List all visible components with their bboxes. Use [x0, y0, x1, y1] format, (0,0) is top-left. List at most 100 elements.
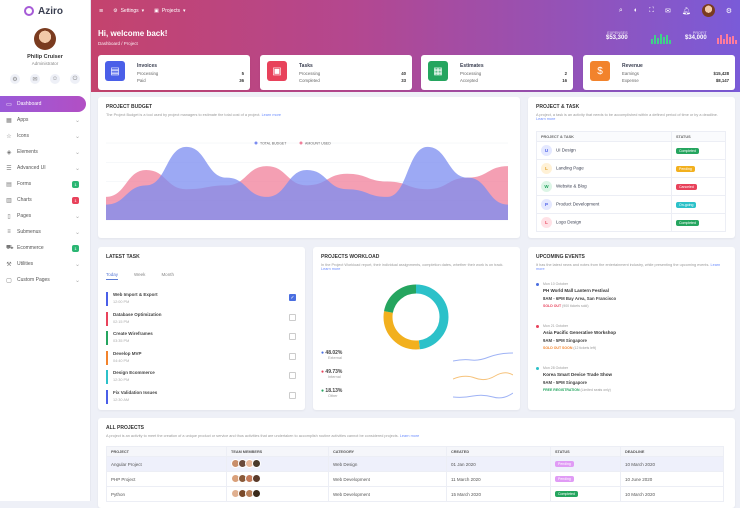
calculator-icon: ▦ [428, 61, 448, 81]
projects-menu[interactable]: ▣ Projects ▾ [154, 8, 186, 14]
sidebar-item-label: Elements [17, 149, 38, 155]
card-title: PROJECTS WORKLOAD [321, 254, 380, 260]
kpi-title: Tasks [299, 63, 313, 69]
status-cell: Completed [671, 141, 726, 160]
task-color-bar [106, 389, 108, 404]
series-area-total-budget [106, 146, 508, 220]
learn-more-link[interactable]: Learn more [399, 434, 420, 438]
kpi-row: Expense $8,147 [622, 78, 729, 83]
tab-today[interactable]: Today [106, 272, 119, 280]
breadcrumb[interactable]: Dashboard / Project [98, 41, 138, 46]
kpi-label: Processing [299, 71, 321, 76]
settings-menu[interactable]: ⚙ Settings ▾ [113, 8, 145, 14]
sidebar-item-label: Utilities [17, 261, 34, 267]
avatar [252, 474, 261, 483]
latest-task-card: LATEST TASK Today Week Month Web Import … [98, 247, 305, 410]
card-subtitle: In the Project Workload report, their in… [321, 263, 504, 271]
column-header: STATUS [550, 446, 621, 457]
learn-more-link[interactable]: Learn more [261, 113, 281, 117]
project-cell: U UI Design [536, 141, 672, 160]
sidebar-item-utilities[interactable]: ⚒ Utilities ⌄ [0, 256, 90, 272]
task-item: Create Wireframes 03:35 PM [106, 330, 296, 348]
legend-item: AMOUNT USED [299, 141, 331, 146]
table-row[interactable]: Python Web Development 15 March 2020 Comple… [106, 486, 724, 502]
table-row[interactable]: PHP Project Web Development 11 March 2020 P… [106, 471, 724, 487]
task-checkbox[interactable]: ✓ [289, 294, 296, 301]
task-color-bar [106, 331, 108, 345]
learn-more-link[interactable]: Learn more [536, 263, 721, 271]
settings-icon[interactable]: ⚙ [725, 7, 732, 15]
table-row[interactable]: L Landing Page Pending [536, 159, 726, 178]
sidebar-item-apps[interactable]: ▦ Apps ⌄ [0, 112, 90, 128]
task-checkbox[interactable] [289, 333, 296, 340]
team-members [226, 486, 329, 502]
message-icon[interactable]: ✉ [664, 7, 671, 15]
user-icon[interactable]: ☺ [50, 74, 60, 84]
sidebar-item-label: Advanced UI [17, 165, 46, 171]
search-icon[interactable]: ⌕ [618, 6, 623, 14]
sidebar-item-charts[interactable]: ▥ Charts 1 [0, 192, 90, 208]
table-row[interactable]: U UI Design Completed [536, 141, 726, 160]
legend-label: External [328, 356, 342, 360]
sidebar-item-elements[interactable]: ◈ Elements ⌄ [0, 144, 90, 160]
status-badge: Pending [555, 461, 574, 467]
sidebar-item-forms[interactable]: ▤ Forms 1 [0, 176, 90, 192]
mail-icon[interactable]: ✉ [30, 74, 40, 84]
sidebar-item-icons[interactable]: ☆ Icons ⌄ [0, 128, 90, 144]
task-checkbox[interactable] [289, 391, 296, 399]
task-checkbox[interactable] [289, 313, 296, 321]
sidebar-item-dashboard[interactable]: ▭ Dashboard [0, 96, 86, 112]
task-checkbox[interactable] [289, 372, 296, 379]
fullscreen-icon[interactable]: ⛶ [649, 6, 654, 14]
kpi-card-invoices[interactable]: ▤ Invoices Processing 5 Paid 36 [98, 55, 250, 90]
project-created: 01 Jan 2020 [446, 456, 551, 472]
table-row[interactable]: L Logo Design Completed [536, 213, 726, 232]
table-row[interactable]: W Website & Blog Canceled [536, 177, 726, 196]
other-sparkline [453, 392, 513, 399]
language-icon[interactable]: ◐ [633, 7, 639, 14]
task-checkbox[interactable] [289, 352, 296, 360]
avatar[interactable] [34, 28, 56, 50]
app-name: Aziro [38, 5, 63, 17]
status-cell: Pending [671, 159, 726, 178]
chevron-down-icon: ⌄ [74, 261, 80, 268]
donut-slice [383, 284, 449, 350]
kpi-row: Processing 40 [299, 71, 406, 76]
learn-more-link[interactable]: Learn more [321, 267, 341, 271]
legend-dot: ● [321, 388, 326, 394]
task-name: Design Ecommerce [113, 370, 155, 375]
sliders-icon: ☰ [6, 165, 12, 172]
table-row[interactable]: Angular Project Web Design 01 Jan 2020 Pend… [106, 456, 724, 472]
kpi-label: Completed [299, 78, 320, 83]
event-name: Asia Pacific Generative Workshop [543, 330, 616, 335]
tab-week[interactable]: Week [134, 272, 146, 277]
kpi-label: Processing [460, 71, 482, 76]
sidebar-item-custom-pages[interactable]: ▢ Custom Pages ⌄ [0, 272, 90, 288]
kpi-card-estimates[interactable]: ▦ Estimates Processing 2 Accepted 16 [421, 55, 573, 90]
chevron-down-icon: ⌄ [74, 117, 80, 124]
sidebar-item-advanced-ui[interactable]: ☰ Advanced UI ⌄ [0, 160, 90, 176]
column-header: PROJECT [106, 446, 227, 457]
status-cell: Pending [550, 456, 621, 472]
legend-value: 49.73% [325, 369, 343, 375]
kpi-card-revenue[interactable]: $ Revenue Earnings $15,428 Expense $8,147 [583, 55, 735, 90]
tab-month[interactable]: Month [161, 272, 174, 277]
user-avatar[interactable] [701, 4, 715, 17]
kpi-label: Accepted [460, 78, 478, 83]
notification-icon[interactable]: 🔔︎ [681, 7, 691, 15]
table-row[interactable]: P Product Development On-going [536, 195, 726, 214]
task-time: 02:15 PM [113, 319, 130, 324]
settings-icon[interactable]: ⚙ [10, 74, 20, 84]
project-initial: W [541, 181, 552, 192]
hamburger-icon[interactable]: ≡ [99, 7, 104, 15]
sidebar-item-submenus[interactable]: ≡ Submenus ⌄ [0, 224, 90, 240]
nav-badge: 1 [72, 196, 79, 204]
status-badge: On-going [676, 201, 697, 208]
sidebar-item-ecommerce[interactable]: ⛟ Ecommerce 1 [0, 240, 90, 256]
kpi-card-tasks[interactable]: ▣ Tasks Processing 40 Completed 33 [260, 55, 412, 90]
logo[interactable]: Aziro [0, 0, 90, 22]
power-icon[interactable]: ⏻ [70, 74, 80, 84]
status-badge: Completed [555, 491, 578, 497]
sidebar-item-pages[interactable]: ▯ Pages ⌄ [0, 208, 90, 224]
learn-more-link[interactable]: Learn more [536, 117, 556, 121]
